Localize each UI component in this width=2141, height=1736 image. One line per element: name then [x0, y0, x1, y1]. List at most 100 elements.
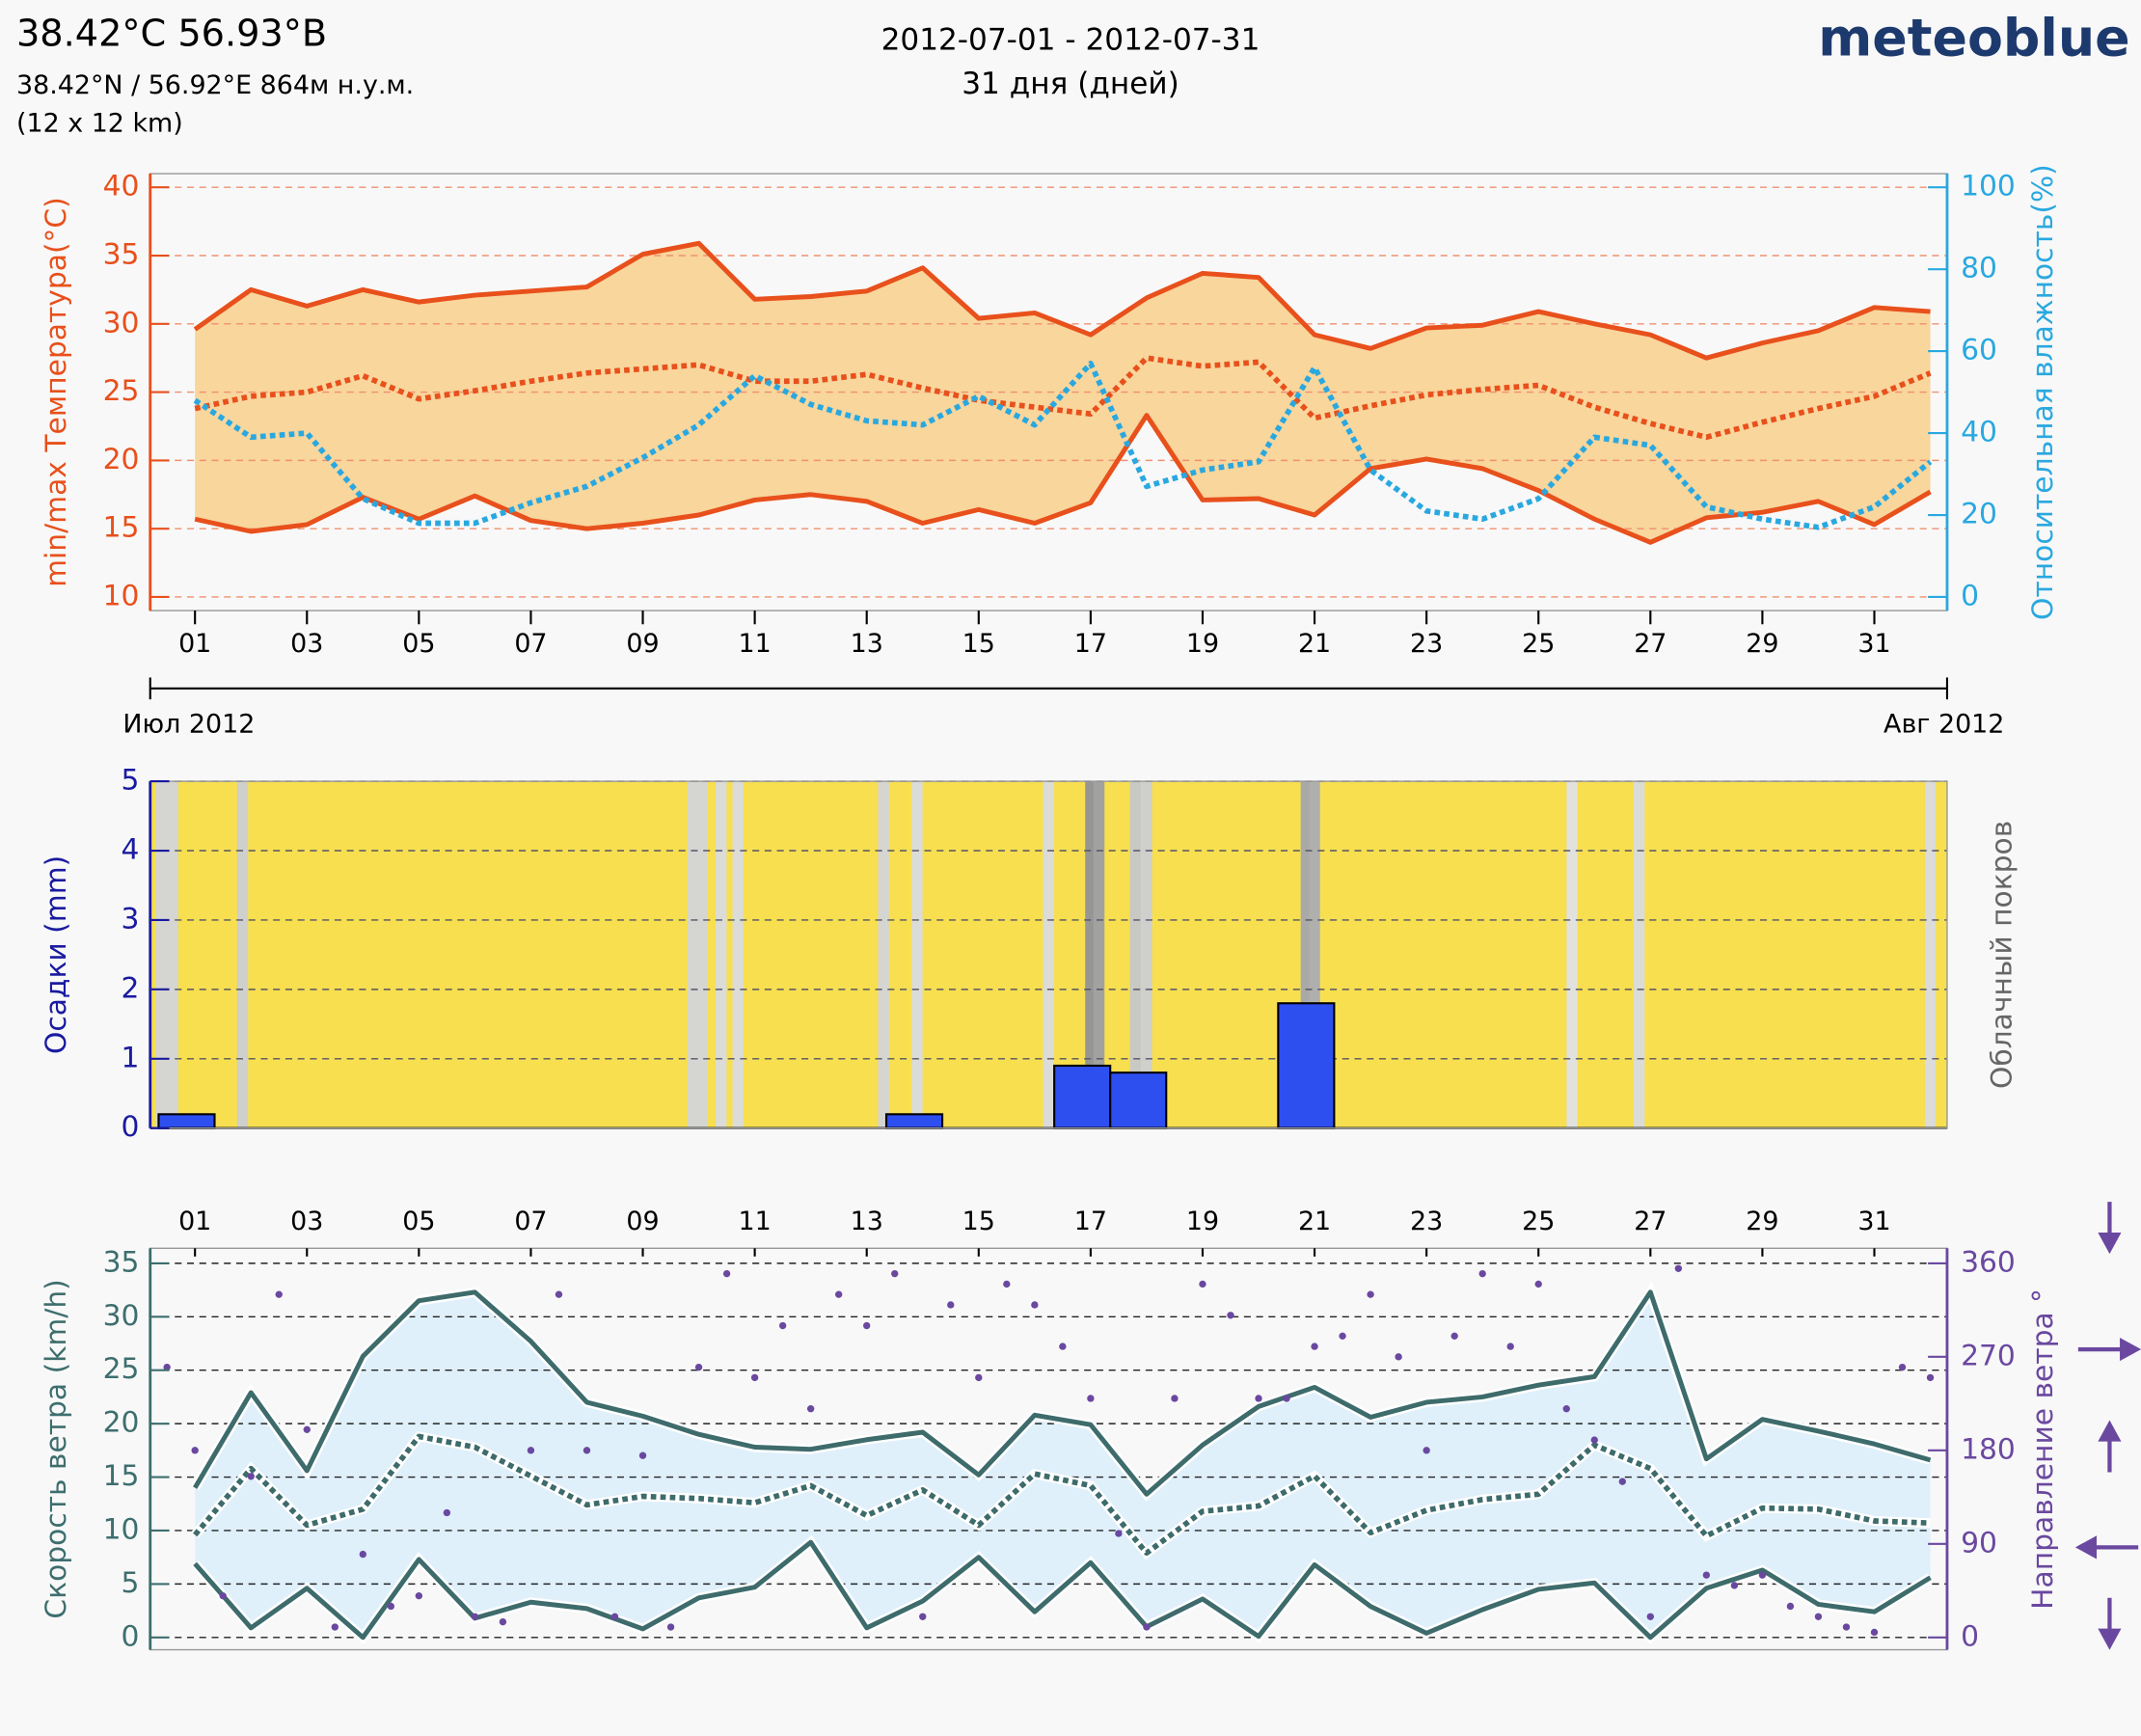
direction-dot	[1478, 1269, 1486, 1278]
x-tick-label: 29	[1746, 629, 1778, 659]
cloud-stripe	[1309, 781, 1320, 1128]
x-tick-label: 11	[739, 629, 772, 659]
x-tick-label: 21	[1298, 1207, 1331, 1236]
direction-dot	[1758, 1571, 1767, 1579]
precip-bar	[884, 1113, 944, 1129]
arrow-head	[2098, 1628, 2122, 1650]
direction-dot	[247, 1473, 255, 1480]
month-label: Июл 2012	[122, 710, 255, 740]
x-tick-label: 21	[1298, 629, 1331, 659]
direction-dot	[1786, 1602, 1795, 1611]
direction-dot	[1255, 1395, 1262, 1402]
y-axis-label: Скорость ветра (km/h)	[40, 1279, 73, 1618]
y-tick-label: 10	[103, 1512, 140, 1546]
direction-dot	[471, 1613, 479, 1620]
cloud-stripe	[1129, 781, 1141, 1128]
y-tick-label: 10	[103, 579, 140, 612]
x-tick-label: 15	[962, 1207, 995, 1236]
x-tick-label: 19	[1186, 629, 1219, 659]
cloud-stripe	[1300, 781, 1313, 1128]
arrow-head	[2098, 1420, 2122, 1442]
y-tick-label: 40	[103, 170, 140, 203]
grid-resolution: (12 x 12 km)	[16, 109, 183, 139]
direction-dot	[722, 1269, 731, 1278]
direction-dot	[1702, 1571, 1711, 1579]
direction-dot	[610, 1613, 619, 1620]
x-tick-label: 11	[739, 1207, 772, 1236]
direction-dot	[1311, 1343, 1318, 1350]
direction-dot	[1926, 1373, 1935, 1382]
x-tick-label: 17	[1074, 629, 1107, 659]
x-tick-label: 09	[626, 629, 659, 659]
cloud-stripe	[1924, 781, 1937, 1128]
y-tick-label: 20	[103, 443, 140, 476]
x-tick-label: 27	[1634, 629, 1667, 659]
direction-dot	[1395, 1353, 1402, 1361]
y-tick-label: 2	[121, 971, 139, 1005]
wind-arrows	[2074, 1202, 2141, 1650]
direction-dot	[1450, 1332, 1458, 1340]
y2-axis-label: Облачный покров	[1986, 821, 2019, 1089]
direction-dot	[191, 1447, 199, 1454]
direction-dot	[1534, 1280, 1542, 1288]
direction-dot	[1562, 1405, 1570, 1413]
direction-dot	[806, 1405, 815, 1413]
series-line	[194, 355, 1932, 441]
direction-dot	[778, 1321, 787, 1330]
cloud-stripe	[732, 781, 744, 1128]
direction-dot	[275, 1290, 283, 1298]
direction-dot	[527, 1447, 535, 1454]
x-tick-label: 07	[514, 1207, 547, 1236]
y-tick-label: 5	[121, 1566, 139, 1600]
y2-tick-label: 180	[1961, 1432, 2016, 1466]
precip-bar	[1109, 1071, 1168, 1129]
y2-tick-label: 40	[1961, 416, 1997, 449]
x-tick-label: 09	[626, 1207, 659, 1236]
y2-tick-label: 90	[1961, 1526, 1997, 1560]
x-tick-label: 05	[402, 1207, 435, 1236]
x-tick-label: 25	[1522, 1207, 1555, 1236]
series-line	[193, 1433, 1931, 1557]
direction-dot	[1730, 1582, 1739, 1589]
y-tick-label: 15	[103, 1459, 140, 1493]
x-tick-label: 13	[851, 629, 883, 659]
cloud-stripe	[688, 781, 699, 1128]
y-tick-label: 3	[121, 902, 139, 936]
direction-dot	[1590, 1436, 1598, 1444]
y-tick-label: 35	[103, 1245, 140, 1279]
range-band	[195, 1291, 1931, 1638]
y-tick-label: 25	[103, 374, 140, 408]
cloud-stripe	[1093, 781, 1105, 1128]
y2-tick-label: 20	[1961, 498, 1997, 531]
brand: meteoblue	[1818, 7, 2129, 68]
direction-dot	[415, 1592, 423, 1600]
cloud-stripe	[1141, 781, 1152, 1128]
direction-dot	[1367, 1290, 1374, 1298]
direction-dot	[1870, 1628, 1879, 1637]
x-tick-label: 03	[290, 1207, 323, 1236]
x-tick-label: 19	[1186, 1207, 1219, 1236]
y-tick-label: 30	[103, 306, 140, 339]
y-axis-label: min/max Температура(°C)	[40, 197, 73, 587]
direction-dot	[947, 1301, 955, 1309]
series-line	[193, 1539, 1932, 1641]
y2-tick-label: 60	[1961, 334, 1997, 367]
y2-tick-label: 0	[1961, 579, 1979, 612]
direction-dot	[303, 1425, 311, 1433]
direction-dot	[331, 1623, 339, 1631]
day-count: 31 дня (дней)	[962, 67, 1179, 101]
direction-dot	[694, 1363, 703, 1371]
series-line	[193, 361, 1933, 530]
direction-dot	[1842, 1623, 1851, 1631]
y2-tick-label: 360	[1961, 1245, 2016, 1279]
direction-dot	[1646, 1613, 1655, 1620]
cloud-stripe	[167, 781, 178, 1128]
y2-tick-label: 100	[1961, 170, 2016, 203]
cloud-stripe	[878, 781, 889, 1128]
precip-bar	[1053, 1064, 1112, 1129]
direction-dot	[1227, 1312, 1234, 1319]
y2-axis-label: Направление ветра °	[2026, 1288, 2060, 1610]
x-tick-label: 05	[402, 629, 435, 659]
